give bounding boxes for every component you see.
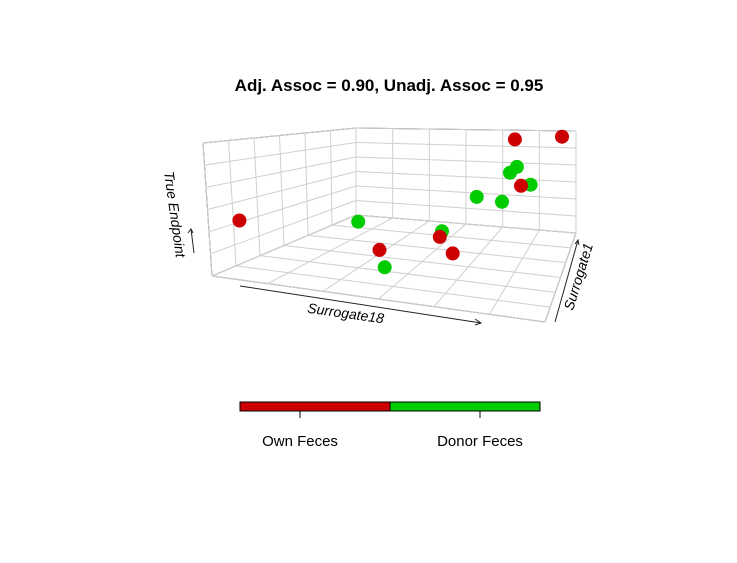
legend-swatch-donor-feces xyxy=(389,401,541,412)
leftwall-gridline xyxy=(204,142,357,166)
z-axis-label: True Endpoint xyxy=(161,170,189,259)
legend: Own Feces Donor Feces xyxy=(239,401,541,450)
z-axis: True Endpoint xyxy=(161,170,195,260)
floor-gridline xyxy=(331,224,571,249)
legend-swatch-own-feces xyxy=(239,401,391,412)
leftwall-gridline xyxy=(207,171,357,210)
data-point-own-feces xyxy=(514,178,528,193)
x-axis-label: Surrogate18 xyxy=(306,300,385,327)
z-axis-arrow xyxy=(190,228,195,254)
chart-title: Adj. Assoc = 0.90, Unadj. Assoc = 0.95 xyxy=(235,76,544,95)
data-points xyxy=(232,129,569,275)
data-point-own-feces xyxy=(445,246,460,261)
data-point-donor-feces xyxy=(377,260,392,275)
floor-gridline xyxy=(355,214,577,234)
legend-label-donor-feces: Donor Feces xyxy=(437,433,523,450)
data-point-donor-feces xyxy=(495,194,509,209)
data-point-donor-feces xyxy=(503,165,517,180)
y-axis-arrowhead xyxy=(574,238,580,246)
data-point-own-feces xyxy=(372,242,387,257)
legend-label-own-feces: Own Feces xyxy=(262,433,338,450)
data-point-own-feces xyxy=(432,229,447,244)
data-point-own-feces xyxy=(555,129,569,144)
x-axis-arrowhead xyxy=(474,318,483,326)
y-axis: Surrogate1 xyxy=(554,238,596,323)
leftwall-gridline xyxy=(202,127,357,144)
floor-gridline xyxy=(544,232,577,323)
z-axis-arrowhead xyxy=(187,228,194,234)
x-axis-arrow xyxy=(239,285,482,324)
data-point-own-feces xyxy=(232,213,247,228)
floor-gridline xyxy=(283,245,561,278)
gridlines xyxy=(202,127,577,323)
data-point-donor-feces xyxy=(351,214,366,229)
x-axis: Surrogate18 xyxy=(239,285,483,327)
backwall-gridline xyxy=(355,127,577,132)
y-axis-arrow xyxy=(554,239,579,323)
y-axis-label: Surrogate1 xyxy=(560,241,596,312)
backwall-gridline xyxy=(355,142,577,149)
data-point-own-feces xyxy=(507,132,522,147)
data-point-donor-feces xyxy=(469,189,484,204)
